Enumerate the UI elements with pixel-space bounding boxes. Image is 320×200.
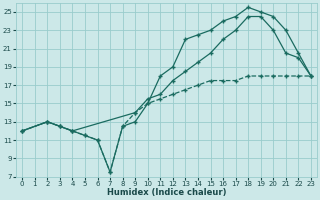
X-axis label: Humidex (Indice chaleur): Humidex (Indice chaleur) — [107, 188, 226, 197]
